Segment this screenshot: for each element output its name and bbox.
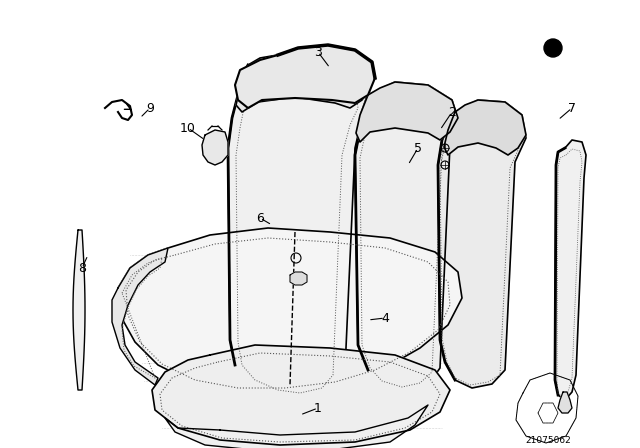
Polygon shape	[112, 248, 168, 385]
Text: 2: 2	[448, 105, 456, 119]
Polygon shape	[444, 100, 526, 155]
Polygon shape	[228, 55, 370, 395]
Polygon shape	[73, 230, 85, 390]
Polygon shape	[438, 100, 526, 388]
Text: 10: 10	[180, 121, 196, 134]
Text: 21075062: 21075062	[525, 435, 571, 444]
Text: 6: 6	[256, 211, 264, 224]
Polygon shape	[236, 52, 370, 112]
Polygon shape	[202, 130, 228, 165]
Circle shape	[544, 39, 562, 57]
Polygon shape	[558, 392, 572, 413]
Polygon shape	[555, 140, 586, 400]
Polygon shape	[356, 82, 458, 142]
Polygon shape	[290, 272, 307, 285]
Text: 4: 4	[381, 311, 389, 324]
Text: 9: 9	[146, 102, 154, 115]
Polygon shape	[165, 405, 428, 448]
Polygon shape	[235, 45, 375, 108]
Text: 7: 7	[568, 102, 576, 115]
Polygon shape	[152, 345, 450, 445]
Text: 5: 5	[414, 142, 422, 155]
Polygon shape	[118, 228, 462, 390]
Text: 8: 8	[78, 262, 86, 275]
Polygon shape	[355, 82, 458, 390]
Text: 3: 3	[314, 46, 322, 59]
Text: 1: 1	[314, 401, 322, 414]
